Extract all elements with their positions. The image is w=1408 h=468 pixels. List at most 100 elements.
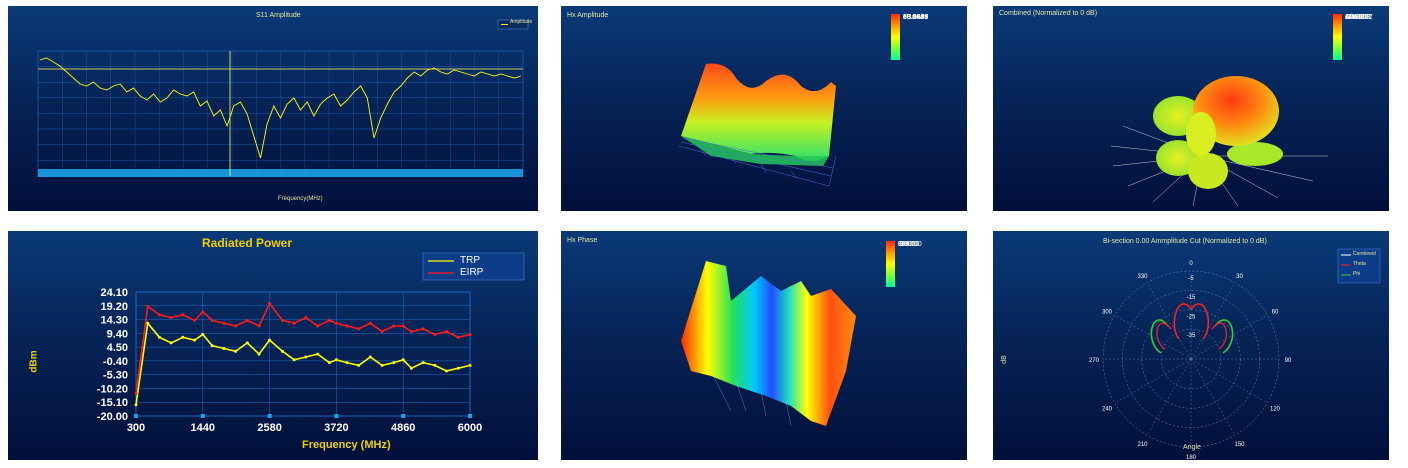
data-point-trp xyxy=(193,338,197,342)
data-point-eirp xyxy=(134,392,138,396)
data-point-eirp xyxy=(146,304,150,308)
x-tick-label: 2580 xyxy=(257,422,281,434)
data-point-trp xyxy=(433,363,437,367)
data-point-trp xyxy=(169,341,173,345)
data-point-eirp xyxy=(445,330,449,334)
x-tick-label: 300 xyxy=(127,422,145,434)
polar-cut-panel: 0 30 60 90 120 150 180 210 240 270 300 330 -5 -15 -25 -… xyxy=(993,231,1389,460)
data-point-eirp xyxy=(392,324,396,328)
data-point-trp xyxy=(345,361,349,365)
data-point-eirp xyxy=(222,321,226,325)
series-line-trp xyxy=(135,321,471,405)
x-tick-label: 4860 xyxy=(391,422,415,434)
polar-angle-label: 120 xyxy=(1270,407,1281,413)
data-point-trp xyxy=(222,347,226,351)
data-point-eirp xyxy=(304,316,308,320)
radiated-power-panel: 24.10 19.20 14.30 9.40 4.50 -0.40 -5.30 -10.20 -… xyxy=(8,231,538,460)
polar-ring-label: -35 xyxy=(1187,333,1196,339)
x-tick-mark xyxy=(334,414,339,418)
data-point-eirp xyxy=(357,327,361,331)
polar-angle-label: 270 xyxy=(1089,358,1100,364)
data-point-eirp xyxy=(257,324,261,328)
data-point-trp xyxy=(304,355,308,359)
s11-series-line xyxy=(39,57,522,159)
data-point-trp xyxy=(368,355,372,359)
polar-angle-label: 330 xyxy=(1137,274,1148,280)
polar-angle-label: 30 xyxy=(1236,274,1243,280)
s11-plot xyxy=(37,19,529,177)
hx-phase-panel: Hx Phase 180.00 90.00 0.00 -90.00 -180.0… xyxy=(561,231,967,460)
polar-grid: 0 30 60 90 120 150 180 210 240 270 300 330 -5 -15 -25 -… xyxy=(1089,261,1292,460)
data-point-trp xyxy=(401,358,405,362)
y-tick-label: 19.20 xyxy=(100,301,128,313)
y-tick-label: 24.10 xyxy=(100,287,128,299)
s11-amplitude-panel: S11 Amplitude Amplitude Frequency(MHz) xyxy=(8,6,538,211)
x-tick-mark xyxy=(267,414,272,418)
data-point-trp xyxy=(210,344,214,348)
data-point-eirp xyxy=(334,321,338,325)
data-point-trp xyxy=(292,358,296,362)
polar-angle-label: 210 xyxy=(1137,442,1148,448)
radiated-power-grid xyxy=(135,291,471,417)
data-point-trp xyxy=(157,335,161,339)
radiated-power-x-axis-label: Frequency (MHz) xyxy=(302,439,391,451)
data-point-eirp xyxy=(234,324,238,328)
data-point-eirp xyxy=(456,335,460,339)
data-point-eirp xyxy=(316,324,320,328)
polar-angle-label: 150 xyxy=(1234,442,1245,448)
data-point-eirp xyxy=(368,321,372,325)
data-point-trp xyxy=(316,352,320,356)
x-tick-label: 1440 xyxy=(191,422,215,434)
radiated-power-x-ticks: 300 1440 2580 3720 4860 6000 xyxy=(127,414,482,434)
polar-y-axis-label: dB xyxy=(1000,355,1008,364)
polar-legend-combined: Combined xyxy=(1353,251,1376,257)
data-point-eirp xyxy=(345,324,349,328)
y-tick-label: 4.50 xyxy=(107,342,128,354)
radiated-power-legend xyxy=(422,252,525,281)
data-point-eirp xyxy=(245,318,249,322)
polar-angle-label: 240 xyxy=(1102,407,1113,413)
data-point-trp xyxy=(257,352,261,356)
hx-amplitude-panel: Hx Amplitude 80.3856 73.5346 66.8837 60.… xyxy=(561,6,967,211)
data-point-eirp xyxy=(468,332,472,336)
polar-angle-label: 0 xyxy=(1189,261,1193,267)
radiated-power-y-ticks: 24.10 19.20 14.309.40 4.50 -0.40 -5.30-10.20 -… xyxy=(97,287,128,423)
hx-amplitude-surface xyxy=(678,63,837,187)
x-tick-mark xyxy=(401,414,406,418)
polar-legend-phi: Phi xyxy=(1353,271,1361,277)
polar-legend-theta: Theta xyxy=(1353,261,1366,267)
radiated-power-y-axis-label: dBm xyxy=(28,350,40,373)
data-point-eirp xyxy=(169,316,173,320)
data-point-eirp xyxy=(181,313,185,317)
data-point-trp xyxy=(445,369,449,373)
data-point-trp xyxy=(134,403,138,407)
data-point-trp xyxy=(245,341,249,345)
data-point-trp xyxy=(421,361,425,365)
data-point-trp xyxy=(392,361,396,365)
data-point-trp xyxy=(234,349,238,353)
hx-phase-title: Hx Phase xyxy=(567,237,598,244)
data-point-trp xyxy=(280,349,284,353)
x-tick-label: 3720 xyxy=(324,422,348,434)
y-tick-label: -15.10 xyxy=(97,397,128,409)
x-tick-label: 6000 xyxy=(458,422,482,434)
y-tick-label: -5.30 xyxy=(103,370,128,382)
s11-legend-label: Amplitude xyxy=(510,19,533,25)
data-point-eirp xyxy=(292,321,296,325)
hx-phase-colorbar xyxy=(886,241,895,287)
s11-grid xyxy=(38,51,523,176)
polar-angle-label: 180 xyxy=(1186,455,1197,460)
data-point-eirp xyxy=(433,332,437,336)
data-point-eirp xyxy=(280,318,284,322)
x-tick-mark xyxy=(134,414,138,418)
data-point-eirp xyxy=(157,313,161,317)
polar-ring-label: -25 xyxy=(1187,315,1196,321)
polar-ring-label: -15 xyxy=(1187,295,1196,301)
y-tick-label: -20.00 xyxy=(97,411,128,423)
data-point-trp xyxy=(380,363,384,367)
data-point-trp xyxy=(409,366,413,370)
hx-amplitude-title: Hx Amplitude xyxy=(567,12,609,19)
polar-legend xyxy=(1337,248,1381,284)
radiated-power-title: Radiated Power xyxy=(202,236,293,250)
polar-title: Bi-section 0.00 Ammplitude Cut (Normaliz… xyxy=(1103,238,1267,245)
